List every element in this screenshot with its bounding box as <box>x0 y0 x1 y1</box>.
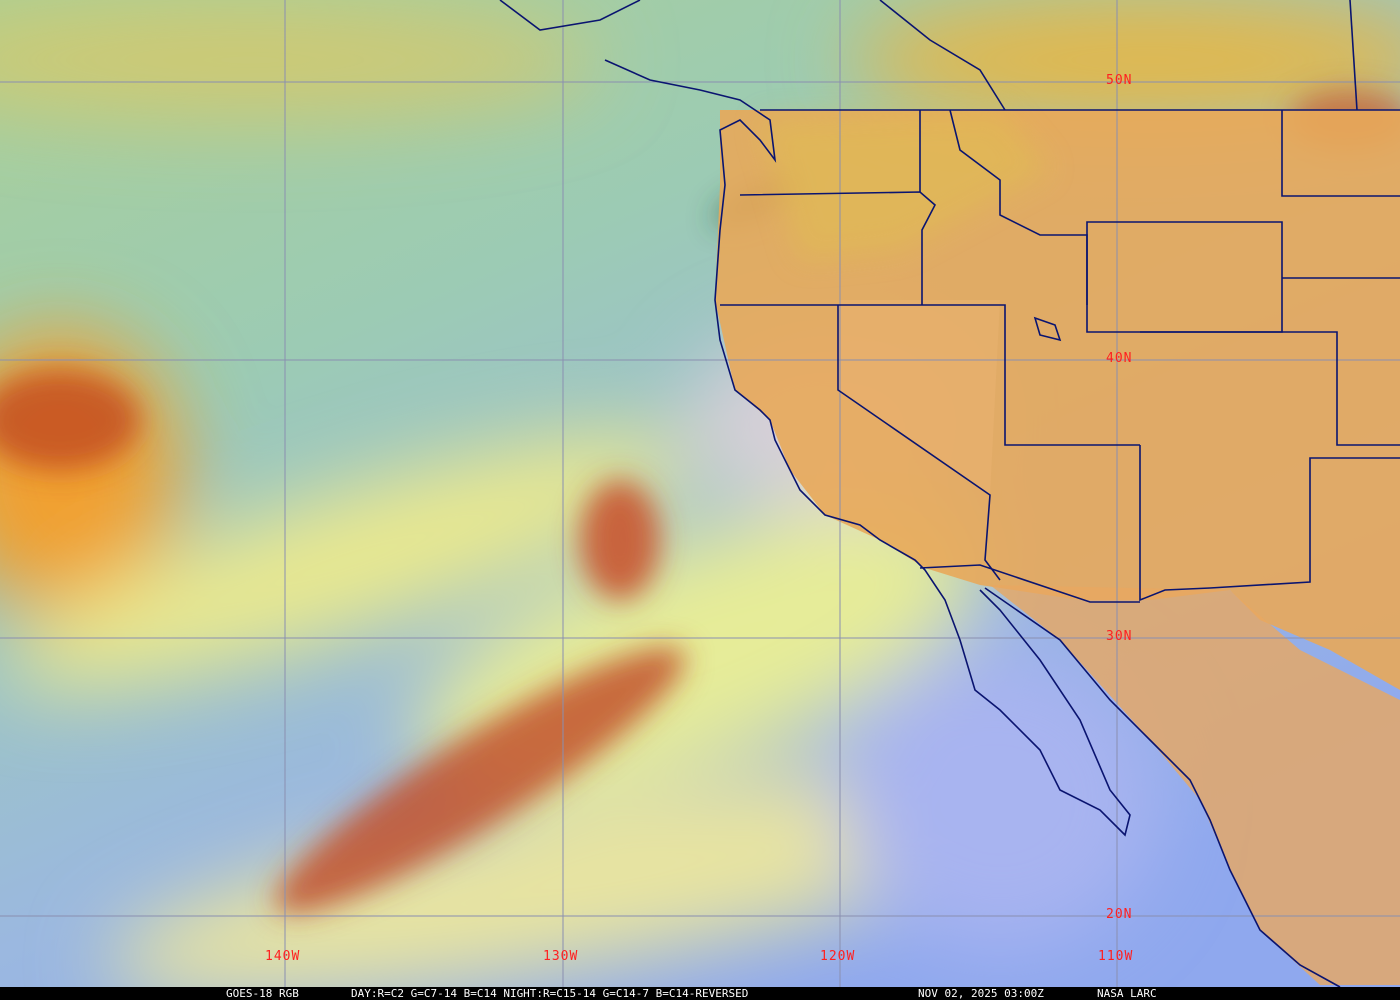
caption-credit: NASA LARC <box>1097 987 1157 1000</box>
longitude-label-140w: 140W <box>265 949 301 964</box>
latitude-label-30n: 30N <box>1106 629 1133 644</box>
political-boundaries <box>499 0 1400 988</box>
land-area-mexico <box>990 585 1400 985</box>
longitude-label-120w: 120W <box>820 949 856 964</box>
caption-satellite: GOES-18 RGB <box>226 987 299 1000</box>
image-caption-bar: GOES-18 RGB DAY:R=C2 G=C7-14 B=C14 NIGHT… <box>0 987 1400 1000</box>
latitude-label-50n: 50N <box>1106 73 1133 88</box>
caption-datetime: NOV 02, 2025 03:00Z <box>918 987 1044 1000</box>
latitude-label-40n: 40N <box>1106 351 1133 366</box>
caption-recipe: DAY:R=C2 G=C7-14 B=C14 NIGHT:R=C15-14 G=… <box>351 987 749 1000</box>
longitude-label-110w: 110W <box>1098 949 1134 964</box>
latitude-label-20n: 20N <box>1106 907 1133 922</box>
land-area <box>715 110 1400 690</box>
cloud-cores <box>0 90 1400 913</box>
longitude-label-130w: 130W <box>543 949 579 964</box>
